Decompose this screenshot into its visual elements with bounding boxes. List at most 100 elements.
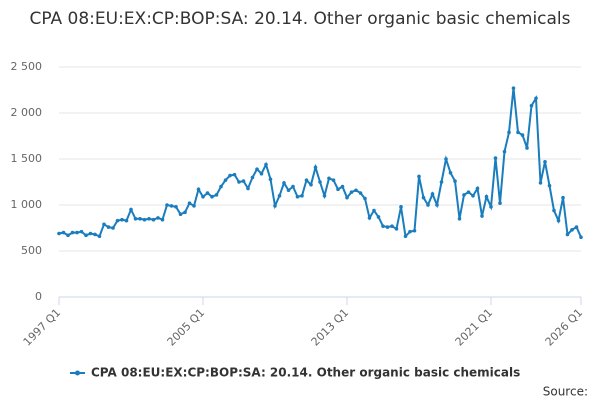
data-point: [502, 149, 507, 154]
data-point: [84, 233, 88, 238]
data-point: [192, 204, 196, 208]
data-point: [241, 179, 246, 183]
data-point: [291, 184, 295, 189]
data-point: [309, 182, 313, 187]
data-point: [426, 203, 430, 207]
data-point: [79, 229, 84, 234]
data-point: [250, 175, 255, 180]
data-point: [151, 217, 156, 222]
data-point: [156, 216, 160, 220]
data-point: [367, 216, 372, 220]
data-point: [219, 184, 223, 189]
data-point: [358, 191, 363, 195]
data-point: [246, 186, 250, 191]
data-point: [462, 193, 466, 197]
x-tick-label: 2005 Q1: [165, 306, 208, 349]
y-tick-label: 2 000: [11, 106, 43, 119]
x-tick-label: 2026 Q1: [543, 306, 586, 349]
data-point: [178, 212, 183, 216]
data-point: [331, 178, 336, 182]
data-point: [345, 195, 349, 200]
data-point: [201, 194, 205, 199]
data-point: [133, 217, 138, 221]
data-point: [547, 183, 552, 188]
data-point: [556, 218, 561, 223]
data-point: [111, 226, 115, 230]
data-point: [268, 177, 273, 182]
data-point: [147, 217, 151, 221]
data-point: [165, 203, 169, 207]
data-point: [363, 196, 367, 201]
data-point: [525, 146, 529, 150]
data-point: [282, 181, 286, 185]
data-point: [399, 205, 403, 209]
data-point: [444, 157, 448, 161]
data-point: [102, 222, 106, 227]
data-point: [259, 171, 264, 176]
data-point: [354, 188, 358, 193]
data-point: [277, 194, 282, 198]
data-point: [304, 178, 309, 182]
data-point: [435, 203, 439, 207]
data-point: [507, 130, 511, 135]
source: Source:: [543, 385, 588, 399]
data-point: [520, 133, 525, 137]
data-point: [475, 186, 480, 191]
data-point: [174, 205, 178, 209]
data-point: [169, 204, 174, 208]
data-point: [97, 234, 102, 239]
data-point: [561, 195, 565, 200]
x-tick-label: 1997 Q1: [21, 306, 64, 349]
y-tick-label: 0: [35, 290, 42, 303]
data-point: [448, 171, 453, 175]
data-point: [408, 229, 412, 234]
y-tick-label: 2 500: [11, 60, 43, 73]
y-tick-label: 1 500: [11, 152, 43, 165]
data-point: [124, 218, 129, 223]
data-point: [471, 194, 475, 198]
data-point: [417, 174, 421, 179]
legend-marker: [75, 370, 80, 376]
data-point: [466, 190, 471, 194]
data-point: [430, 192, 435, 196]
data-point: [273, 204, 277, 208]
data-point: [498, 201, 502, 205]
data-point: [61, 230, 66, 235]
data-point: [115, 218, 120, 223]
data-point: [340, 184, 345, 189]
data-point: [394, 227, 399, 231]
data-point: [66, 233, 70, 238]
data-point: [372, 208, 376, 213]
data-point: [412, 228, 417, 233]
data-point: [439, 180, 444, 184]
data-point: [318, 180, 322, 184]
data-point: [349, 190, 354, 194]
data-point: [565, 232, 570, 237]
x-tick-label: 2013 Q1: [309, 306, 352, 349]
data-point: [381, 224, 385, 228]
data-point: [160, 217, 165, 222]
data-point: [327, 176, 331, 181]
data-point: [138, 217, 142, 221]
data-point: [183, 210, 187, 215]
data-point: [516, 130, 520, 135]
data-point: [75, 230, 79, 235]
data-point: [480, 214, 484, 218]
data-point: [570, 228, 574, 232]
data-point: [232, 172, 237, 177]
data-point: [421, 195, 426, 200]
data-point: [453, 179, 457, 183]
data-point: [489, 205, 493, 209]
data-point: [511, 86, 516, 90]
data-point: [484, 194, 489, 199]
data-point: [214, 193, 219, 197]
legend-label: CPA 08:EU:EX:CP:BOP:SA: 20.14. Other org…: [91, 366, 520, 380]
data-point: [336, 187, 340, 192]
data-point: [493, 156, 498, 160]
data-point: [390, 224, 394, 228]
data-point: [106, 225, 111, 229]
data-point: [70, 230, 75, 235]
data-point: [579, 235, 583, 239]
chart-title: CPA 08:EU:EX:CP:BOP:SA: 20.14. Other org…: [29, 9, 571, 29]
